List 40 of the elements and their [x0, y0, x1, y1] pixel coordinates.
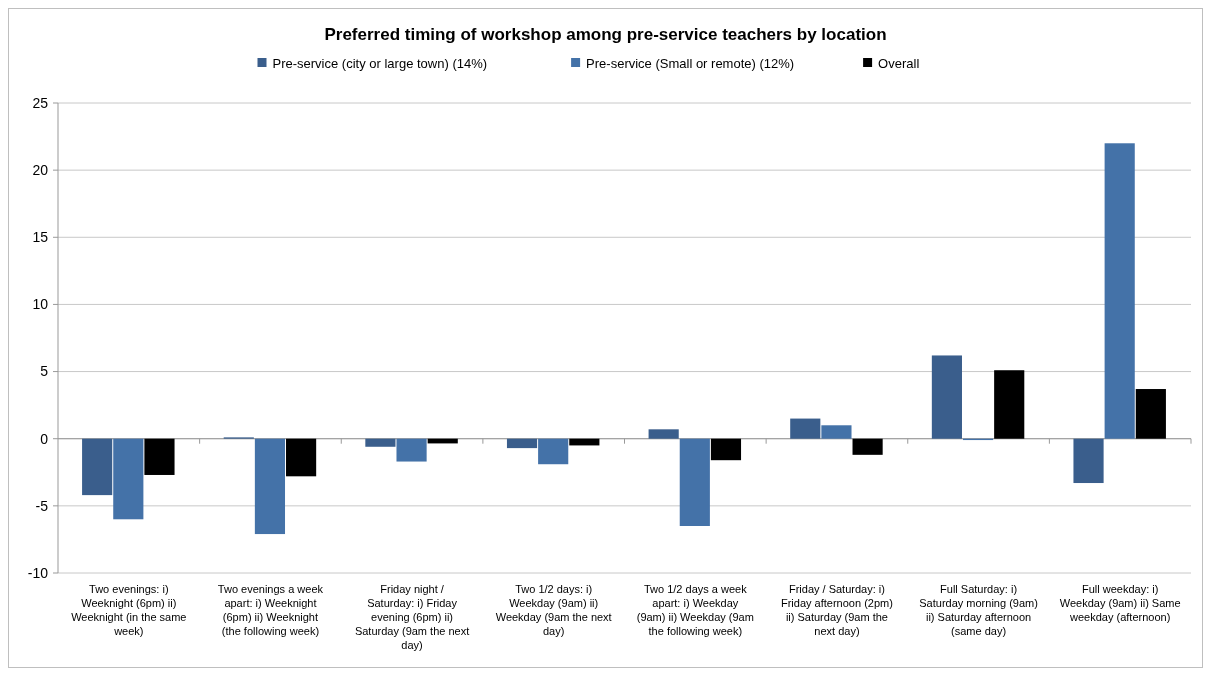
x-tick-label: Two evenings a week apart: i) Weeknight (6pm) ii) Weeknight (the following week) — [217, 583, 324, 637]
bar — [821, 425, 852, 439]
y-tick-label: -10 — [27, 564, 49, 581]
y-tick-label: 0 — [40, 430, 49, 447]
bar — [648, 429, 679, 439]
legend-label: Overall — [878, 56, 920, 71]
x-tick-label: Two evenings: i) Weeknight (6pm) ii) Weeknight (in the same week) — [71, 583, 187, 637]
x-tick-label: Two 1/2 days a week apart: i) Weekday (9am) ii) Weekday (9am the following week) — [636, 583, 754, 637]
bar — [113, 438, 144, 520]
bar — [538, 438, 569, 465]
y-tick-label: 10 — [32, 296, 49, 313]
bar — [254, 438, 286, 535]
y-tick-label: 15 — [32, 229, 49, 246]
x-tick-label: Two 1/2 days: i) Weekday (9am) ii) Weekday (9am the next day) — [495, 583, 612, 637]
y-tick-label: 5 — [40, 363, 49, 380]
y-tick-label: 20 — [32, 162, 49, 179]
bar — [931, 355, 962, 439]
x-tick-label: Friday night / Saturday: i) Friday evening (6pm) ii) Saturday (9am the next day) — [354, 583, 470, 651]
bar — [710, 438, 742, 461]
bar — [994, 370, 1025, 439]
bar — [144, 438, 175, 475]
x-tick-label: Full Saturday: i) Saturday morning (9am) ii) Saturday afternoon (same day) — [919, 583, 1038, 637]
x-tick-label: Full weekday: i) Weekday (9am) ii) Same weekday (afternoon) — [1059, 583, 1181, 623]
bar — [365, 438, 396, 447]
legend-label: Pre-service (city or large town) (14%) — [272, 56, 488, 71]
bar — [286, 438, 317, 477]
bar — [396, 438, 427, 462]
y-tick-label: -5 — [35, 497, 49, 514]
x-tick-label: Friday / Saturday: i) Friday afternoon (2pm) ii) Saturday (9am the next day) — [780, 583, 893, 637]
bar — [852, 438, 883, 455]
y-tick-label: 25 — [32, 94, 49, 111]
bar — [1135, 389, 1166, 439]
bar — [790, 418, 821, 439]
chart-title: Preferred timing of workshop among pre-service teachers by location — [324, 25, 887, 44]
legend-label: Pre-service (Small or remote) (12%) — [586, 56, 795, 71]
bar — [679, 438, 710, 526]
bar — [1073, 438, 1104, 484]
bar — [1104, 143, 1135, 439]
bar — [506, 438, 538, 449]
bar — [82, 438, 113, 496]
